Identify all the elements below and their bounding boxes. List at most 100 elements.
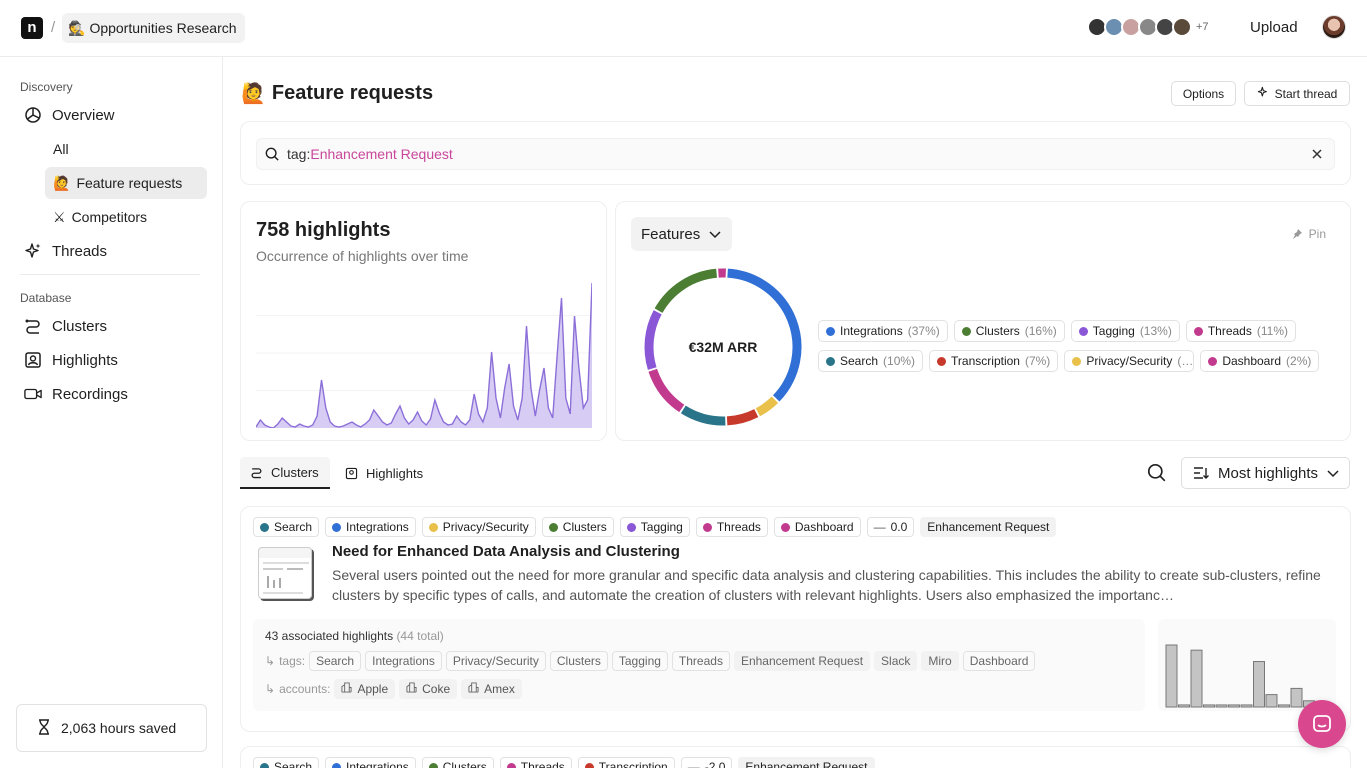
assoc-tag-chip[interactable]: Privacy/Security (445, 651, 546, 671)
cluster-tags: Search Integrations Privacy/Security Cluste… (253, 517, 1057, 537)
section-database: Database (20, 291, 72, 305)
tab-highlights[interactable]: Highlights (335, 457, 433, 489)
legend-dot (937, 356, 947, 366)
assoc-tag-chip[interactable]: Clusters (549, 651, 608, 671)
legend-item[interactable]: Search (10%) (818, 350, 924, 372)
tag-label: Integrations (346, 760, 409, 768)
highlights-subtitle: Occurrence of highlights over time (256, 248, 469, 264)
donut-segment-tagging[interactable] (644, 310, 662, 370)
donut-segment-integrations[interactable] (727, 268, 802, 402)
legend-item[interactable]: Integrations (37%) (818, 320, 948, 342)
mini-bar (1240, 704, 1253, 708)
assoc-tag-chip[interactable]: Tagging (611, 651, 668, 671)
legend-item[interactable]: Transcription (7%) (929, 350, 1059, 372)
donut-segment-search[interactable] (680, 405, 726, 426)
sidebar-item-overview[interactable]: Overview (24, 100, 115, 130)
assoc-tag-chip[interactable]: Integrations (365, 651, 442, 671)
cluster-card[interactable]: Search Integrations Clusters Threads Transcr… (240, 746, 1351, 768)
legend-item[interactable]: Dashboard (2%) (1200, 350, 1320, 372)
search-input[interactable]: tag: Enhancement Request (256, 138, 1335, 170)
assoc-tag-chip[interactable]: Search (309, 651, 362, 671)
legend-percent: (11%) (1256, 324, 1288, 338)
sidebar-item-competitors[interactable]: ⚔ Competitors (45, 201, 207, 233)
sidebar-item-label: Threads (52, 242, 108, 260)
tag-chip[interactable]: Tagging (619, 517, 690, 537)
sidebar-item-feature-requests[interactable]: 🙋 Feature requests (45, 167, 207, 199)
donut-segment-transcription[interactable] (726, 409, 759, 426)
account-chip[interactable]: Apple (334, 679, 396, 699)
options-button[interactable]: Options (1171, 81, 1236, 106)
tag-chip[interactable]: Threads (499, 757, 572, 768)
collaborator-avatars[interactable]: +7 (1087, 17, 1209, 37)
sidebar-item-clusters[interactable]: Clusters (24, 311, 107, 341)
tag-chip[interactable]: Dashboard (773, 517, 861, 537)
tag-chip[interactable]: Transcription (577, 757, 675, 768)
accounts-label: accounts: (279, 682, 331, 696)
pin-button[interactable]: Pin (1291, 227, 1326, 241)
sidebar-item-all[interactable]: All (45, 133, 207, 165)
hours-saved-badge[interactable]: 2,063 hours saved (16, 704, 207, 752)
assoc-tag-chip[interactable]: Slack (874, 651, 918, 671)
legend-label: Search (840, 354, 879, 368)
tag-chip[interactable]: Integrations (325, 517, 416, 537)
search-clusters-icon[interactable] (1147, 463, 1166, 485)
assoc-tag-chip[interactable]: Threads (671, 651, 730, 671)
score-chip[interactable]: — 0.0 (866, 517, 915, 537)
donut-segment-threads[interactable] (648, 368, 685, 413)
sidebar-item-recordings[interactable]: Recordings (24, 379, 128, 409)
upload-button[interactable]: Upload (1250, 19, 1298, 36)
enhancement-tag-chip[interactable]: Enhancement Request (738, 757, 875, 768)
mini-bar (1228, 704, 1240, 708)
tag-chip[interactable]: Search (253, 517, 320, 537)
tag-chip[interactable]: Privacy/Security (421, 517, 536, 537)
cluster-tags: Search Integrations Clusters Threads Transcr… (253, 757, 875, 768)
pin-icon (1292, 229, 1302, 239)
sidebar-item-highlights[interactable]: Highlights (24, 345, 118, 375)
donut-segment-privacy-security[interactable] (755, 396, 779, 417)
sort-dropdown[interactable]: Most highlights (1181, 457, 1350, 489)
assoc-tag-chip[interactable]: Miro (921, 651, 959, 671)
start-thread-button[interactable]: Start thread (1244, 81, 1350, 106)
legend-item[interactable]: Threads (11%) (1185, 320, 1296, 342)
score-chip[interactable]: — -2.0 (680, 757, 733, 768)
cluster-title[interactable]: Need for Enhanced Data Analysis and Clus… (332, 543, 680, 560)
tag-chip[interactable]: Integrations (325, 757, 416, 768)
clear-search-icon[interactable] (1310, 147, 1324, 164)
account-chip[interactable]: Coke (399, 679, 458, 699)
legend-label: Privacy/Security (1086, 354, 1173, 368)
features-dropdown[interactable]: Features (631, 217, 733, 251)
hours-saved-text: 2,063 hours saved (61, 720, 177, 736)
return-arrow-icon: ↳ (265, 682, 276, 696)
breadcrumb-separator: / (51, 19, 56, 36)
legend-label: Integrations (840, 324, 903, 338)
sparkle-icon (24, 242, 42, 260)
assoc-tag-chip[interactable]: Enhancement Request (733, 651, 871, 671)
legend-item[interactable]: Tagging (13%) (1070, 320, 1180, 342)
mini-bar (1253, 661, 1265, 708)
legend-item[interactable]: Privacy/Security (… (1064, 350, 1195, 372)
tag-chip[interactable]: Search (253, 757, 320, 768)
sidebar-item-threads[interactable]: Threads (24, 236, 107, 266)
support-chat-button[interactable] (1298, 700, 1346, 748)
donut-segment-clusters[interactable] (654, 268, 718, 313)
tag-chip[interactable]: Clusters (421, 757, 494, 768)
sparkle-icon (1257, 86, 1269, 101)
cluster-card[interactable]: Search Integrations Privacy/Security Cluste… (240, 506, 1351, 732)
legend-item[interactable]: Clusters (16%) (953, 320, 1065, 342)
app-logo[interactable]: n (21, 17, 43, 39)
user-avatar[interactable] (1322, 15, 1346, 39)
tab-clusters[interactable]: Clusters (240, 457, 330, 489)
pie-chart-icon (24, 106, 42, 124)
assoc-tag-chip[interactable]: Dashboard (962, 651, 1036, 671)
highlights-area-chart (256, 282, 592, 428)
enhancement-tag-chip[interactable]: Enhancement Request (920, 517, 1057, 537)
tag-chip[interactable]: Threads (695, 517, 768, 537)
account-name: Coke (422, 682, 451, 696)
mini-bar (1290, 687, 1303, 708)
score-value: 0.0 (890, 520, 908, 534)
tag-chip[interactable]: Clusters (541, 517, 614, 537)
area-line (256, 282, 592, 428)
account-chip[interactable]: Amex (461, 679, 522, 699)
workspace-breadcrumb[interactable]: 🕵 Opportunities Research (62, 13, 245, 43)
raising-hand-emoji-icon: 🙋 (241, 83, 266, 105)
